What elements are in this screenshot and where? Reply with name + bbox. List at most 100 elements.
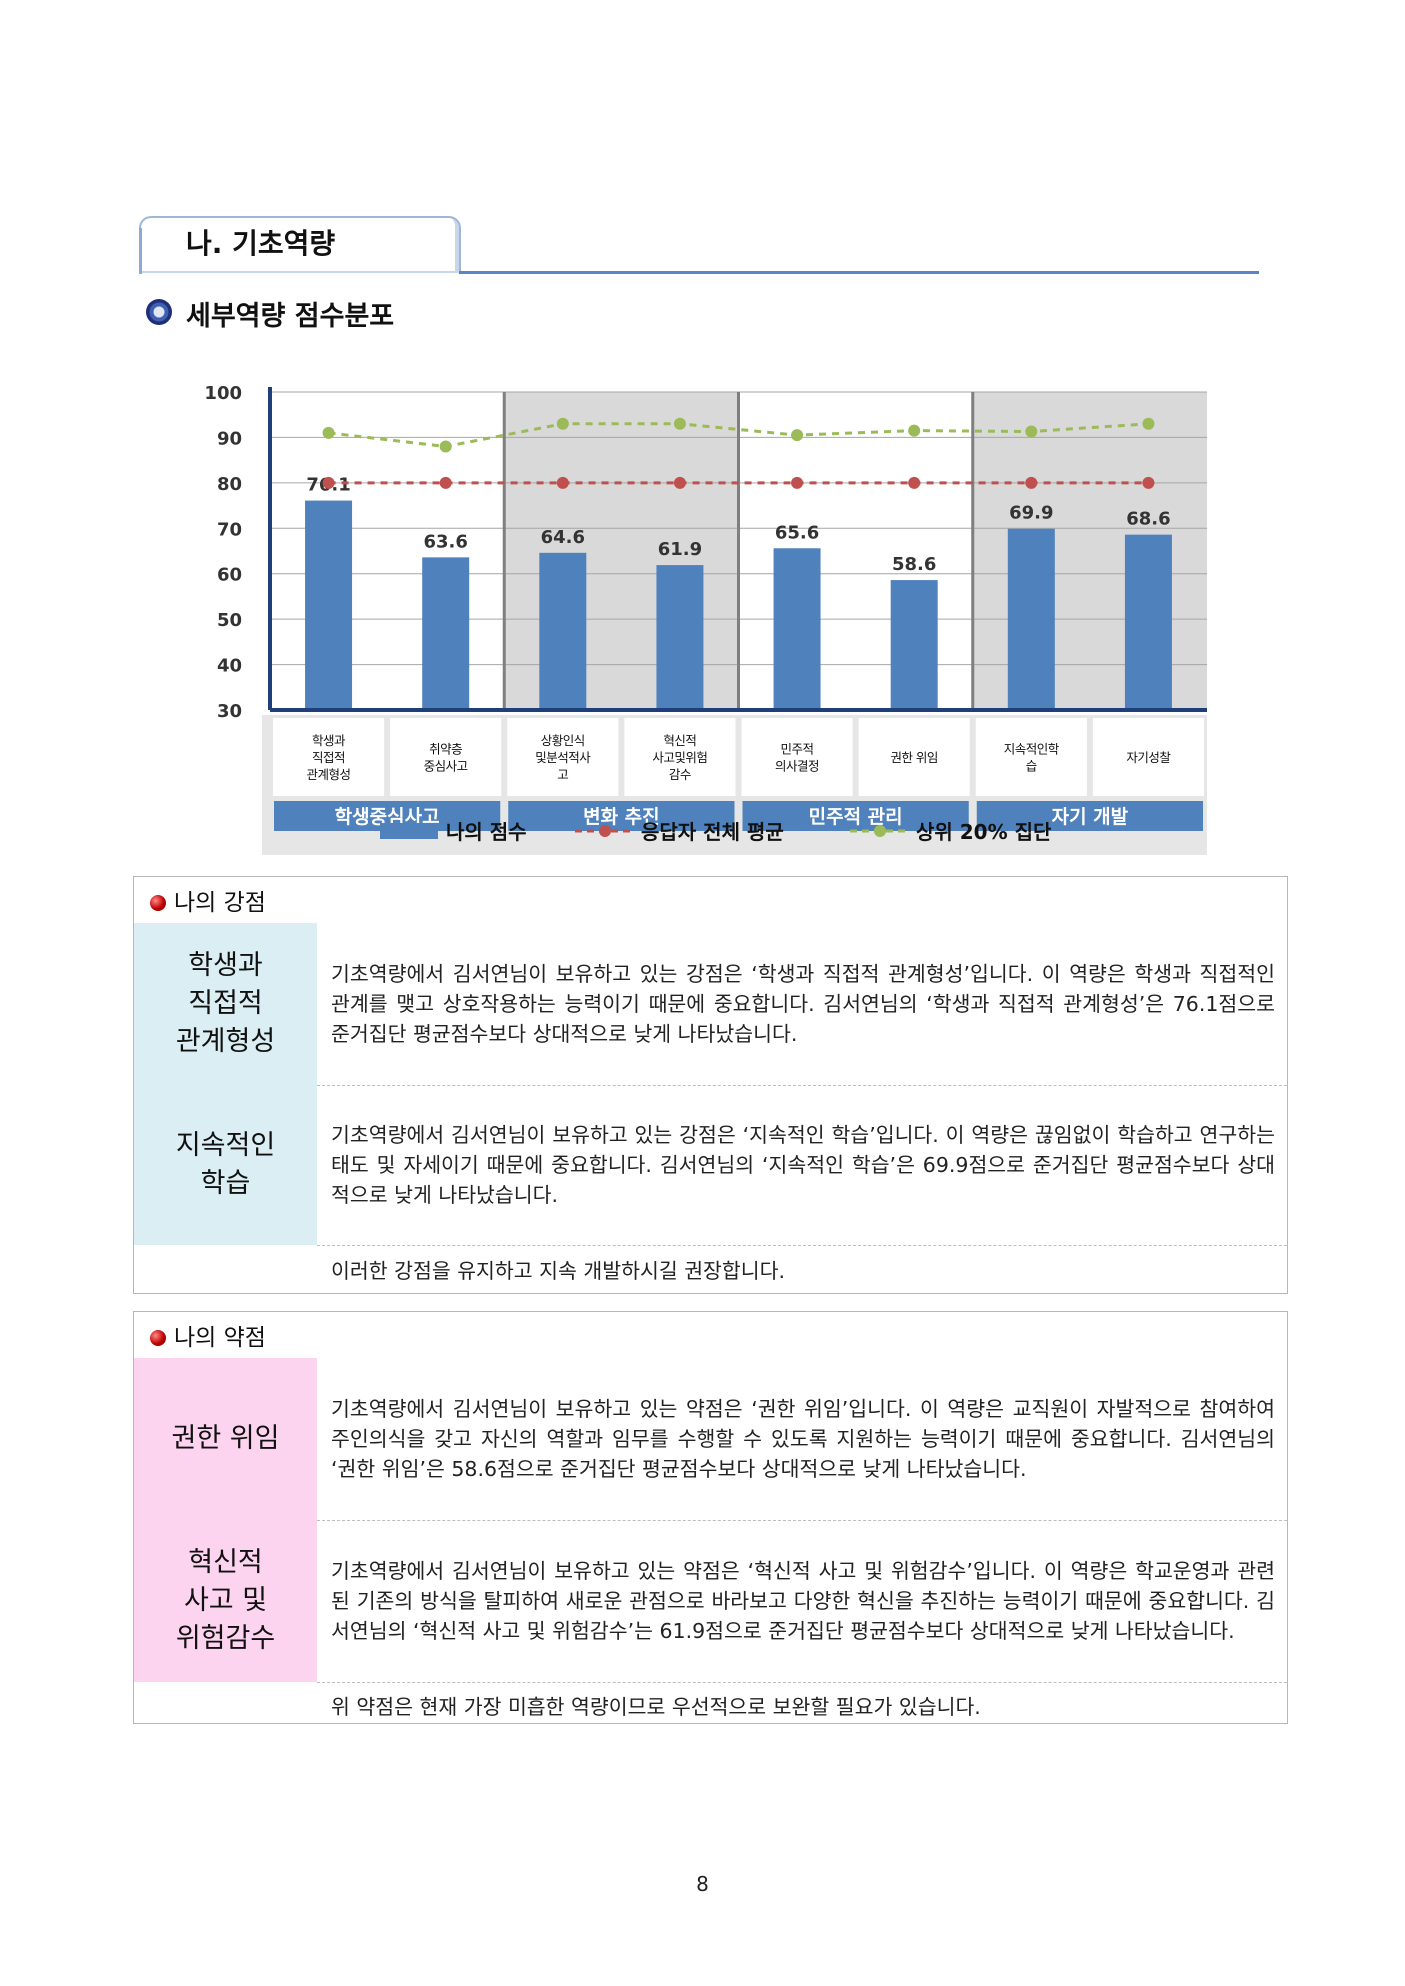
category-label: 고 bbox=[557, 767, 568, 782]
weakness-header: 나의 약점 bbox=[150, 1318, 266, 1352]
series-point bbox=[908, 424, 921, 437]
group-label: 변화 추진 bbox=[583, 806, 660, 828]
subtitle-bullet-icon bbox=[146, 299, 172, 325]
bar bbox=[890, 580, 938, 710]
series-point bbox=[791, 476, 804, 489]
strength-text-2: 기초역량에서 김서연님이 보유하고 있는 강점은 ‘지속적인 학습’입니다. 이… bbox=[331, 1123, 1275, 1207]
bar bbox=[539, 552, 587, 710]
series-point bbox=[673, 417, 686, 430]
strength-separator-2 bbox=[317, 1245, 1287, 1246]
category-label: 취약층 bbox=[429, 742, 462, 757]
strength-header: 나의 강점 bbox=[150, 883, 266, 917]
series-point bbox=[1025, 476, 1038, 489]
legend-marker bbox=[599, 825, 611, 837]
weakness-text-1: 기초역량에서 김서연님이 보유하고 있는 약점은 ‘권한 위임’입니다. 이 역… bbox=[331, 1397, 1275, 1481]
weakness-box: 나의 약점 권한 위임 기초역량에서 김서연님이 보유하고 있는 약점은 ‘권한… bbox=[133, 1311, 1288, 1724]
strength-note: 이러한 강점을 유지하고 지속 개발하시길 권장합니다. bbox=[331, 1259, 786, 1283]
category-cell bbox=[975, 718, 1087, 796]
y-tick-label: 80 bbox=[217, 474, 242, 495]
strength-label-1: 학생과 직접적 관계형성 bbox=[134, 923, 317, 1085]
value-label: 58.6 bbox=[892, 554, 936, 575]
y-tick-label: 60 bbox=[217, 565, 242, 586]
value-label: 63.6 bbox=[423, 531, 467, 552]
category-label: 관계형성 bbox=[307, 767, 351, 782]
weakness-label-2: 혁신적 사고 및 위험감수 bbox=[134, 1520, 317, 1682]
value-label: 64.6 bbox=[541, 527, 585, 548]
series-point bbox=[322, 476, 335, 489]
category-label: 사고및위험 bbox=[652, 750, 707, 765]
category-label: 습 bbox=[1026, 759, 1037, 774]
category-label: 지속적인학 bbox=[1004, 742, 1060, 757]
category-label: 중심사고 bbox=[424, 759, 468, 774]
category-label: 권한 위임 bbox=[890, 750, 937, 765]
category-label: 학생과 bbox=[312, 733, 346, 748]
bar bbox=[773, 548, 821, 710]
category-cell bbox=[1092, 718, 1204, 796]
series-point bbox=[791, 429, 804, 442]
bar bbox=[422, 557, 470, 710]
y-tick-label: 100 bbox=[204, 383, 242, 404]
section-tab bbox=[139, 216, 461, 273]
value-label: 65.6 bbox=[775, 522, 819, 543]
weakness-separator-2 bbox=[317, 1682, 1287, 1683]
score-chart: 1009080706050403076.163.664.661.965.658.… bbox=[200, 375, 1220, 865]
strength-text-1: 기초역량에서 김서연님이 보유하고 있는 강점은 ‘학생과 직접적 관계형성’입… bbox=[331, 962, 1275, 1046]
series-point bbox=[322, 426, 335, 439]
y-tick-label: 90 bbox=[217, 428, 242, 449]
group-label-bar bbox=[508, 801, 735, 831]
category-cell bbox=[507, 718, 619, 796]
category-label: 민주적 bbox=[781, 742, 814, 757]
series-point bbox=[439, 440, 452, 453]
weakness-text-2: 기초역량에서 김서연님이 보유하고 있는 약점은 ‘혁신적 사고 및 위험감수’… bbox=[331, 1559, 1275, 1643]
category-label: 상황인식 bbox=[541, 733, 585, 748]
category-cell bbox=[273, 718, 385, 796]
group-label: 자기 개발 bbox=[1052, 806, 1129, 828]
legend-marker bbox=[874, 825, 886, 837]
y-tick-label: 30 bbox=[217, 701, 242, 722]
strength-label-2: 지속적인 학습 bbox=[134, 1085, 317, 1245]
score-chart-svg: 1009080706050403076.163.664.661.965.658.… bbox=[204, 383, 1207, 855]
category-label: 직접적 bbox=[312, 750, 345, 765]
series-point bbox=[1142, 417, 1155, 430]
legend-label: 응답자 전체 평균 bbox=[641, 820, 784, 844]
red-bullet-icon bbox=[150, 895, 166, 911]
red-bullet-icon bbox=[150, 1330, 166, 1346]
value-label: 69.9 bbox=[1009, 503, 1053, 524]
series-point bbox=[556, 417, 569, 430]
category-label: 혁신적 bbox=[663, 733, 696, 748]
series-point bbox=[908, 476, 921, 489]
strength-separator-1 bbox=[317, 1085, 1287, 1086]
category-cell bbox=[741, 718, 853, 796]
value-label: 61.9 bbox=[658, 539, 702, 560]
y-tick-label: 40 bbox=[217, 656, 242, 677]
category-label: 감수 bbox=[669, 767, 691, 782]
category-cell bbox=[624, 718, 736, 796]
section-title: 나. 기초역량 bbox=[186, 227, 336, 260]
strength-box: 나의 강점 학생과 직접적 관계형성 기초역량에서 김서연님이 보유하고 있는 … bbox=[133, 876, 1288, 1294]
series-point bbox=[1025, 425, 1038, 438]
legend-label: 상위 20% 집단 bbox=[916, 820, 1052, 844]
weakness-note: 위 약점은 현재 가장 미흡한 역량이므로 우선적으로 보완할 필요가 있습니다… bbox=[331, 1695, 981, 1719]
value-label: 68.6 bbox=[1126, 509, 1170, 530]
group-label: 민주적 관리 bbox=[809, 806, 903, 828]
weakness-separator-1 bbox=[317, 1520, 1287, 1521]
series-point bbox=[673, 476, 686, 489]
series-point bbox=[439, 476, 452, 489]
category-label: 자기성찰 bbox=[1126, 750, 1171, 765]
weakness-label-1: 권한 위임 bbox=[134, 1358, 317, 1520]
y-tick-label: 70 bbox=[217, 519, 242, 540]
group-label-bar bbox=[742, 801, 969, 831]
section-underline bbox=[459, 271, 1259, 274]
page-number: 8 bbox=[696, 1872, 709, 1896]
bar bbox=[305, 500, 353, 710]
category-cell bbox=[390, 718, 502, 796]
category-label: 의사결정 bbox=[775, 759, 819, 774]
y-tick-label: 50 bbox=[217, 610, 242, 631]
section-tab-edge bbox=[139, 228, 142, 274]
group-label: 학생중심사고 bbox=[335, 806, 440, 828]
bar bbox=[656, 565, 704, 710]
subtitle: 세부역량 점수분포 bbox=[186, 301, 395, 332]
category-label: 및분석적사 bbox=[535, 750, 591, 765]
legend-label: 나의 점수 bbox=[446, 820, 527, 844]
category-cell bbox=[858, 718, 970, 796]
